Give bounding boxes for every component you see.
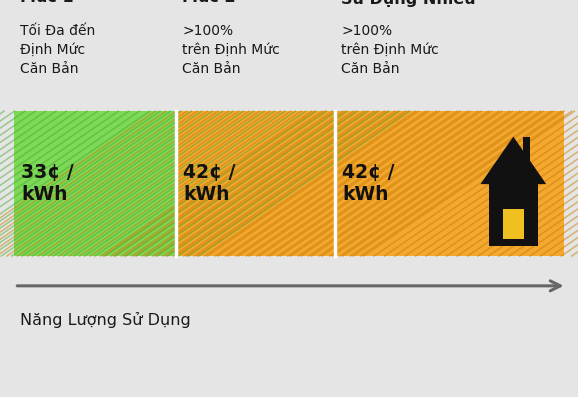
Bar <box>523 137 529 163</box>
Text: Sử Dụng Nhiều: Sử Dụng Nhiều <box>341 0 476 7</box>
Text: 42¢ /
kWh: 42¢ / kWh <box>183 163 236 204</box>
Text: >100%
trên Định Mức
Căn Bản: >100% trên Định Mức Căn Bản <box>182 24 280 76</box>
Bar <box>176 111 335 256</box>
Text: Mức 1: Mức 1 <box>20 0 74 5</box>
Bar <box>488 184 538 246</box>
Text: Mức 2: Mức 2 <box>182 0 236 5</box>
Text: 42¢ /
kWh: 42¢ / kWh <box>342 163 395 204</box>
Text: Năng Lượng Sử Dụng: Năng Lượng Sử Dụng <box>20 312 191 328</box>
Polygon shape <box>480 137 546 184</box>
Text: Tối Đa đến
Định Mức
Căn Bản: Tối Đa đến Định Mức Căn Bản <box>20 24 95 76</box>
Bar <box>335 111 564 256</box>
Text: 33¢ /
kWh: 33¢ / kWh <box>21 163 74 204</box>
Text: >100%
trên Định Mức
Căn Bản: >100% trên Định Mức Căn Bản <box>341 24 439 76</box>
Bar <box>503 209 524 239</box>
Bar <box>14 111 176 256</box>
